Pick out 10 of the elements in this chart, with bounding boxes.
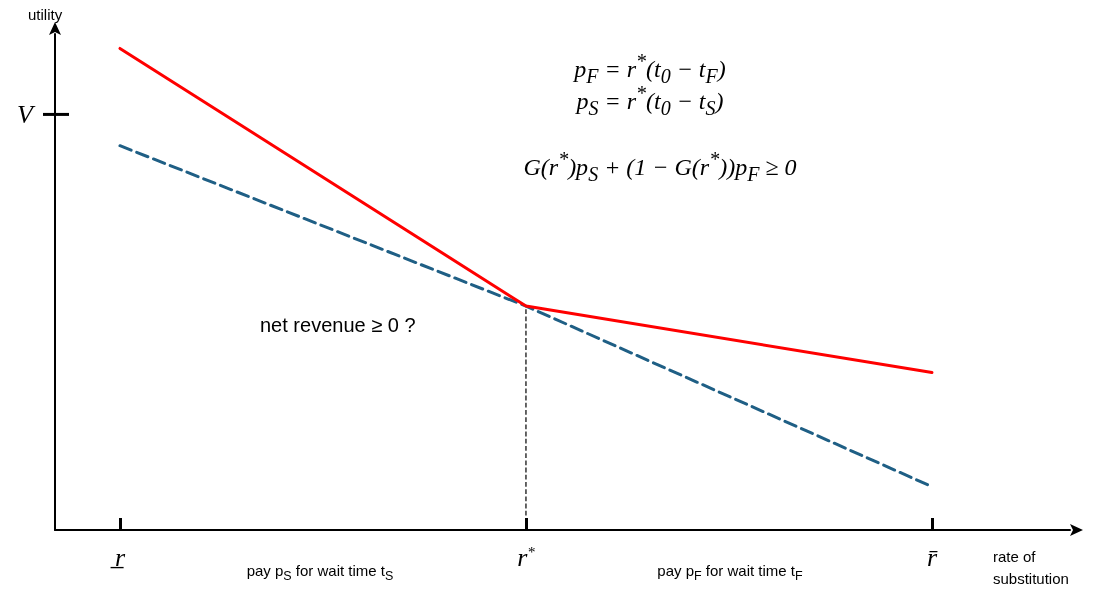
y-axis-title: utility xyxy=(28,6,63,23)
x-tick-label: r* xyxy=(517,543,536,572)
ref-line-label: V xyxy=(17,99,37,129)
text: pay p$_{F}$ for wait time t$_{F}$ xyxy=(656,562,804,583)
text: pay p$_{S}$ for wait time t$_{S}$ xyxy=(245,562,395,583)
annotation: net revenue ≥ 0 ? xyxy=(260,314,417,337)
x-tick-label: r̄ xyxy=(926,542,939,572)
text: G(r$^{*}$)p$_{S}$ + (1 − G(r$^{*}$))p$_{F}$ ≥ 0 xyxy=(523,148,797,185)
x-tick-label: r̲ xyxy=(110,542,126,572)
x-axis-title: rate of substitution xyxy=(993,547,1070,589)
